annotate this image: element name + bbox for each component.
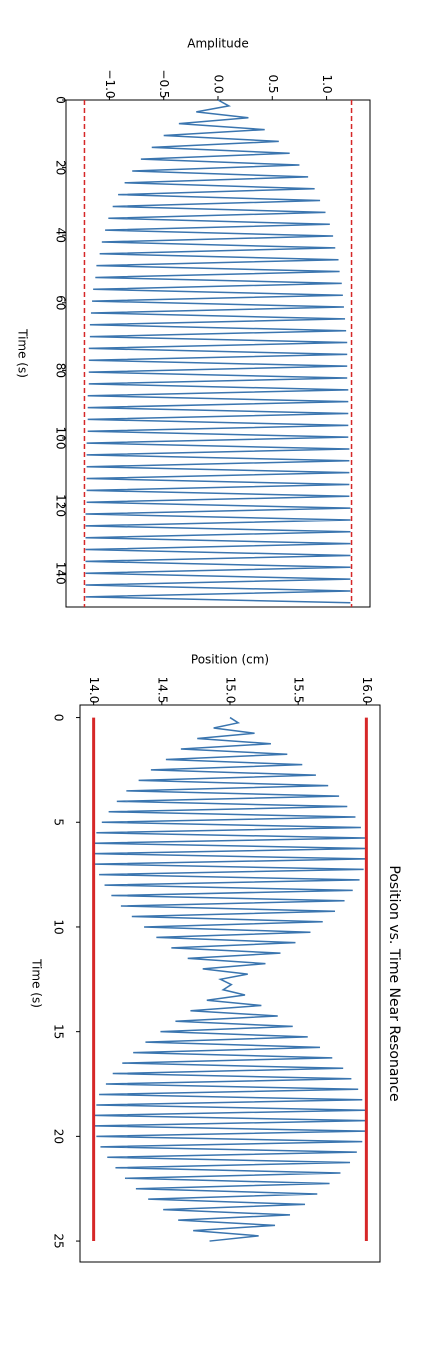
signal-line xyxy=(93,716,367,1242)
x-tick-label: 20 xyxy=(52,1129,66,1144)
y-tick-label: 14.0 xyxy=(87,677,101,704)
y-axis-label: Amplitude xyxy=(187,37,249,51)
x-tick-label: 140 xyxy=(54,562,68,585)
chart-title: Position vs. Time Near Resonance xyxy=(386,865,402,1101)
y-tick-label: 1.0 xyxy=(320,74,334,93)
x-tick-label: 0 xyxy=(54,96,68,104)
x-tick-label: 120 xyxy=(54,494,68,517)
y-tick-label: 14.5 xyxy=(155,677,169,704)
y-axis-label: Position (cm) xyxy=(191,653,269,667)
x-tick-label: 25 xyxy=(52,1233,66,1248)
y-tick-label: 0.5 xyxy=(266,74,280,93)
x-tick-label: 100 xyxy=(54,427,68,450)
y-tick-label: 15.5 xyxy=(292,677,306,704)
y-tick-label: 15.0 xyxy=(224,677,238,704)
x-tick-label: 15 xyxy=(52,1024,66,1039)
x-tick-label: 5 xyxy=(52,818,66,826)
x-tick-label: 20 xyxy=(54,160,68,175)
x-axis-label: Time (s) xyxy=(16,328,30,378)
x-tick-label: 0 xyxy=(52,714,66,722)
x-tick-label: 80 xyxy=(54,363,68,378)
x-axis-label: Time (s) xyxy=(30,958,44,1008)
x-tick-label: 10 xyxy=(52,919,66,934)
x-tick-label: 40 xyxy=(54,228,68,243)
y-tick-label: −1.0 xyxy=(103,69,117,98)
y-tick-label: 16.0 xyxy=(360,677,374,704)
y-tick-label: −0.5 xyxy=(157,69,171,98)
x-tick-label: 60 xyxy=(54,295,68,310)
y-tick-label: 0.0 xyxy=(212,74,226,93)
signal-line xyxy=(85,99,351,604)
